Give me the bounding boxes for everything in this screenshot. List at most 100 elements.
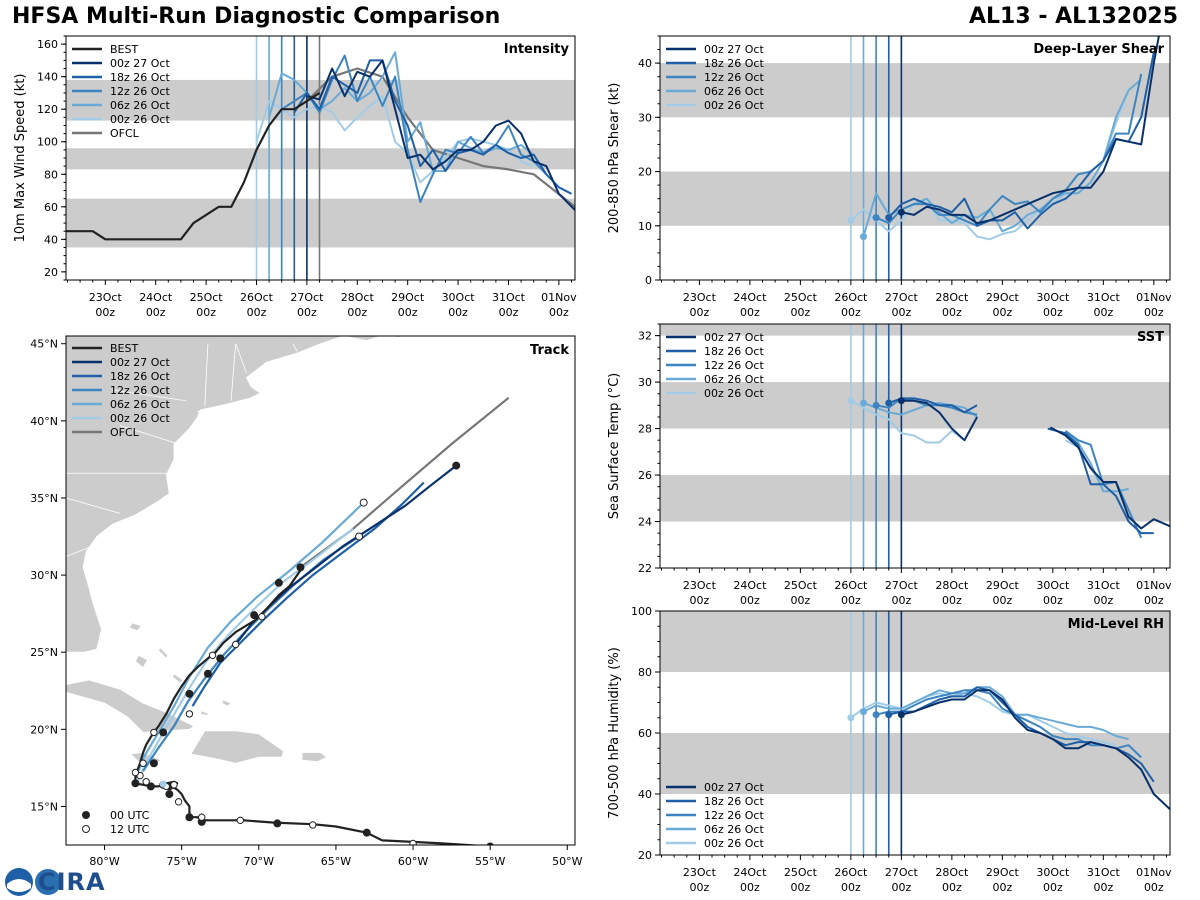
- x-tick-hour-label: 00z: [891, 306, 911, 319]
- marker-legend-symbol: [82, 825, 90, 833]
- x-tick-hour-label: 00z: [247, 306, 267, 319]
- legend-label: 18z 26 Oct: [704, 345, 764, 358]
- series-start-point-r18z26: [885, 711, 893, 719]
- series-line-r00z26: [255, 95, 535, 184]
- x-tick-date-label: 31Oct: [1087, 866, 1121, 879]
- y-tick-label: 140: [37, 71, 58, 84]
- y-tick-label: 30: [638, 376, 652, 389]
- best-12utc-point: [208, 651, 217, 659]
- x-tick-hour-label: 00z: [790, 594, 810, 607]
- x-tick-hour-label: 00z: [347, 306, 367, 319]
- x-tick-date-label: 25Oct: [190, 291, 224, 304]
- y-axis-label: 10m Max Wind Speed (kt): [13, 74, 28, 243]
- series-start-point-r12z26: [872, 401, 880, 409]
- panel-title: Deep-Layer Shear: [1033, 42, 1164, 57]
- y-tick-label: 40: [638, 788, 652, 801]
- lat-tick-label: 20°N: [30, 723, 58, 736]
- lon-tick-label: 65°W: [321, 855, 351, 868]
- lon-tick-label: 55°W: [475, 855, 505, 868]
- y-tick-label: 80: [638, 666, 652, 679]
- lon-tick-label: 70°W: [244, 855, 274, 868]
- x-tick-date-label: 23Oct: [683, 291, 717, 304]
- legend-label: 18z 26 Oct: [704, 57, 764, 70]
- plot-area: [660, 36, 1170, 280]
- legend-label: 00z 26 Oct: [704, 387, 764, 400]
- x-tick-date-label: 01Nov: [1136, 291, 1172, 304]
- legend-label: 00z 27 Oct: [110, 57, 170, 70]
- series-line-r06z26: [863, 686, 1129, 741]
- series-start-point-r12z26: [872, 711, 880, 719]
- state-border: [66, 543, 97, 557]
- land-bahamas-4: [171, 673, 184, 684]
- series-start-point-r18z26: [885, 399, 893, 407]
- lon-tick-label: 80°W: [89, 855, 119, 868]
- track-end-point-r00z27: [452, 461, 461, 470]
- best-00utc-point: [296, 563, 305, 572]
- x-tick-hour-label: 00z: [992, 306, 1012, 319]
- y-tick-label: 26: [638, 469, 652, 482]
- storm-id-title: AL13 - AL132025: [969, 4, 1178, 29]
- series-start-point-r06z26: [859, 233, 867, 241]
- track-line-ofcl: [299, 396, 510, 569]
- lon-tick-label: 50°W: [552, 855, 582, 868]
- y-tick-label: 20: [44, 266, 58, 279]
- x-tick-date-label: 25Oct: [784, 291, 818, 304]
- best-00utc-point: [274, 578, 283, 587]
- x-tick-hour-label: 00z: [1144, 881, 1164, 894]
- track-line-best: [134, 569, 485, 845]
- chart-track: 80°W 75°W 70°W 65°W 60°W 55°W 50°W 15°N 20°N 25°N…: [30, 335, 583, 868]
- shaded-band: [660, 382, 1170, 429]
- land-bahamas-2: [134, 654, 149, 669]
- y-tick-label: 28: [638, 423, 652, 436]
- land-long-island: [197, 403, 232, 412]
- x-tick-hour-label: 00z: [942, 306, 962, 319]
- x-tick-hour-label: 00z: [1043, 306, 1063, 319]
- x-tick-date-label: 25Oct: [784, 579, 818, 592]
- y-tick-label: 40: [638, 57, 652, 70]
- best-12utc-point: [131, 768, 140, 777]
- best-00utc-point: [149, 759, 158, 768]
- legend-label: 06z 26 Oct: [704, 823, 764, 836]
- x-tick-hour-label: 00z: [740, 594, 760, 607]
- y-tick-label: 20: [638, 166, 652, 179]
- noaa-emblem-icon: [5, 868, 61, 896]
- x-tick-hour-label: 00z: [841, 594, 861, 607]
- x-tick-hour-label: 00z: [297, 306, 317, 319]
- marker-legend-label: 00 UTC: [110, 809, 150, 822]
- legend-label: 12z 26 Oct: [704, 359, 764, 372]
- x-tick-hour-label: 00z: [992, 594, 1012, 607]
- legend-label: BEST: [110, 342, 138, 355]
- x-tick-date-label: 25Oct: [784, 866, 818, 879]
- legend-label: 12z 26 Oct: [110, 85, 170, 98]
- panel-title: Intensity: [504, 42, 570, 57]
- legend-label: 06z 26 Oct: [704, 373, 764, 386]
- x-tick-date-label: 23Oct: [89, 291, 123, 304]
- y-tick-label: 80: [44, 168, 58, 181]
- x-tick-date-label: 23Oct: [683, 579, 717, 592]
- legend-label: 12z 26 Oct: [704, 71, 764, 84]
- y-tick-label: 160: [37, 38, 58, 51]
- legend-label: BEST: [110, 43, 138, 56]
- series-line-r00z27: [306, 59, 575, 211]
- y-tick-label: 32: [638, 330, 652, 343]
- lat-tick-label: 30°N: [30, 569, 58, 582]
- legend-label: 00z 26 Oct: [110, 412, 170, 425]
- best-12utc-point: [174, 798, 183, 806]
- x-tick-hour-label: 00z: [1043, 594, 1063, 607]
- shaded-band: [66, 148, 575, 170]
- shaded-band: [660, 63, 1170, 118]
- y-tick-label: 100: [37, 136, 58, 149]
- x-tick-hour-label: 00z: [146, 306, 166, 319]
- legend-label: 06z 26 Oct: [704, 85, 764, 98]
- best-12utc-point: [258, 613, 266, 621]
- x-tick-hour-label: 00z: [841, 306, 861, 319]
- best-00utc-point: [185, 689, 194, 698]
- x-tick-hour-label: 00z: [891, 594, 911, 607]
- state-border: [204, 343, 209, 406]
- land-puerto-rico: [301, 752, 328, 763]
- y-tick-label: 60: [44, 201, 58, 214]
- y-tick-label: 0: [645, 274, 652, 287]
- best-12utc-point: [150, 728, 158, 737]
- best-00utc-point: [185, 813, 194, 822]
- best-12utc-point: [139, 759, 147, 767]
